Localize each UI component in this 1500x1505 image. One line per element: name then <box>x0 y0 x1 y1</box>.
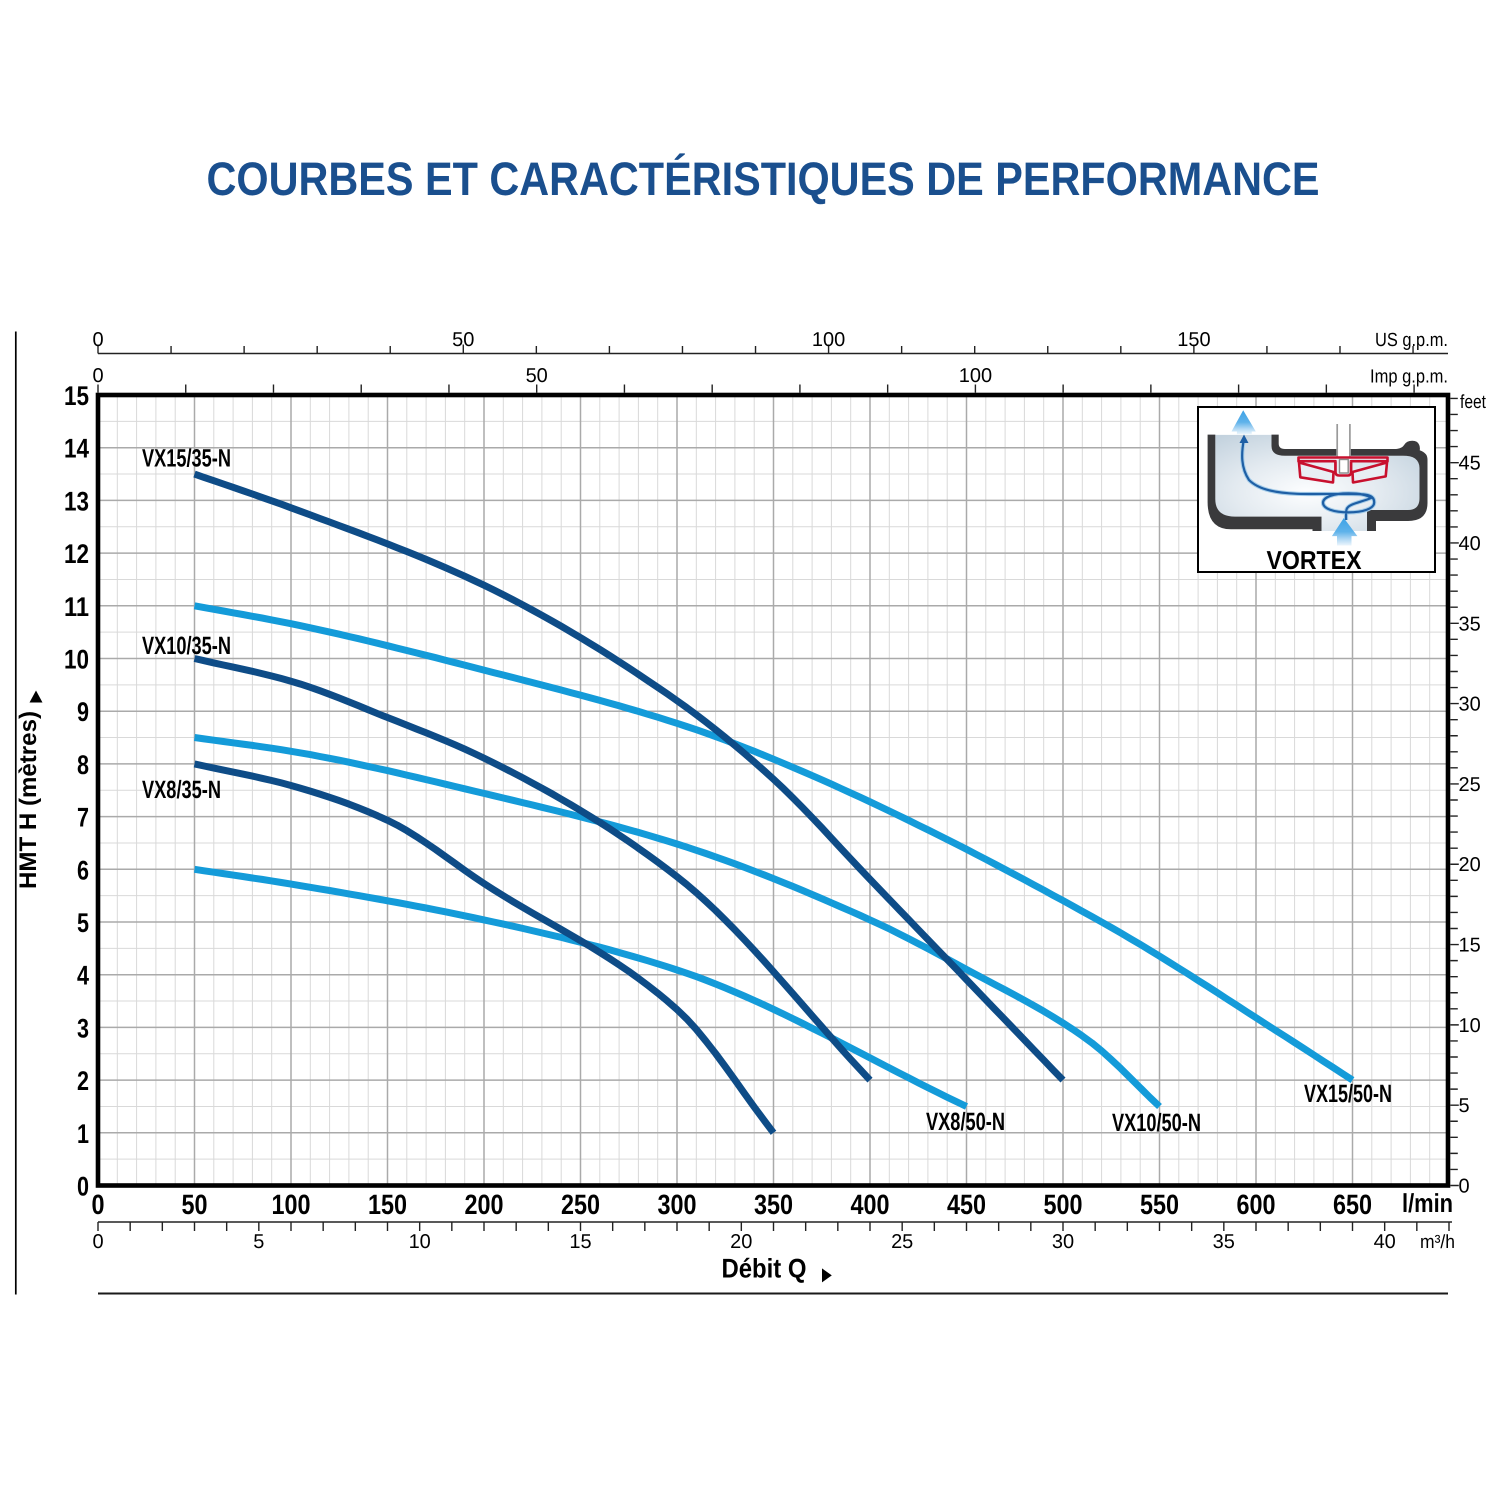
svg-text:150: 150 <box>1177 329 1210 351</box>
svg-text:50: 50 <box>452 329 474 351</box>
svg-text:7: 7 <box>77 803 89 833</box>
svg-text:VX15/50-N: VX15/50-N <box>1304 1080 1392 1108</box>
svg-text:8: 8 <box>77 750 89 780</box>
svg-text:10: 10 <box>64 645 89 675</box>
svg-text:50: 50 <box>526 365 548 387</box>
svg-text:13: 13 <box>64 486 89 516</box>
svg-text:300: 300 <box>658 1189 697 1220</box>
svg-text:VX8/35-N: VX8/35-N <box>142 776 221 804</box>
svg-text:150: 150 <box>368 1189 407 1220</box>
svg-text:450: 450 <box>947 1189 986 1220</box>
svg-text:9: 9 <box>77 697 89 727</box>
svg-text:15: 15 <box>569 1231 591 1253</box>
svg-text:5: 5 <box>77 908 89 938</box>
svg-text:350: 350 <box>754 1189 793 1220</box>
svg-text:35: 35 <box>1213 1231 1235 1253</box>
svg-text:35: 35 <box>1459 613 1481 635</box>
svg-text:10: 10 <box>409 1231 431 1253</box>
svg-text:2: 2 <box>77 1066 89 1096</box>
svg-text:4: 4 <box>77 961 89 991</box>
svg-text:VX8/50-N: VX8/50-N <box>926 1108 1005 1136</box>
svg-text:m³/h: m³/h <box>1420 1232 1455 1253</box>
svg-text:500: 500 <box>1044 1189 1083 1220</box>
svg-text:Débit Q: Débit Q <box>722 1254 807 1284</box>
svg-text:30: 30 <box>1052 1231 1074 1253</box>
svg-text:1: 1 <box>77 1119 89 1149</box>
svg-text:Imp g.p.m.: Imp g.p.m. <box>1370 367 1448 388</box>
svg-text:12: 12 <box>64 539 89 569</box>
svg-text:30: 30 <box>1459 694 1481 716</box>
svg-text:US g.p.m.: US g.p.m. <box>1375 330 1448 351</box>
svg-text:VORTEX: VORTEX <box>1267 545 1363 575</box>
svg-text:3: 3 <box>77 1013 89 1043</box>
svg-text:50: 50 <box>182 1189 208 1220</box>
svg-text:100: 100 <box>959 365 992 387</box>
svg-text:650: 650 <box>1333 1189 1372 1220</box>
svg-text:0: 0 <box>92 1231 103 1253</box>
svg-text:0: 0 <box>77 1172 89 1202</box>
svg-text:100: 100 <box>812 329 845 351</box>
svg-text:11: 11 <box>64 592 89 622</box>
svg-text:HMT H (mètres): HMT H (mètres) <box>15 711 42 889</box>
svg-text:6: 6 <box>77 855 89 885</box>
svg-text:25: 25 <box>891 1231 913 1253</box>
svg-text:l/min: l/min <box>1402 1188 1453 1218</box>
svg-text:40: 40 <box>1374 1231 1396 1253</box>
svg-text:20: 20 <box>730 1231 752 1253</box>
svg-text:COURBES ET CARACTÉRISTIQUES DE: COURBES ET CARACTÉRISTIQUES DE PERFORMAN… <box>207 152 1320 205</box>
svg-text:5: 5 <box>1459 1095 1470 1117</box>
svg-text:15: 15 <box>1459 935 1481 957</box>
svg-text:5: 5 <box>253 1231 264 1253</box>
svg-text:10: 10 <box>1459 1015 1481 1037</box>
svg-text:VX10/35-N: VX10/35-N <box>142 632 231 660</box>
svg-text:25: 25 <box>1459 774 1481 796</box>
svg-text:400: 400 <box>851 1189 890 1220</box>
svg-text:250: 250 <box>561 1189 600 1220</box>
svg-text:0: 0 <box>92 1189 105 1220</box>
svg-text:VX10/50-N: VX10/50-N <box>1112 1109 1201 1137</box>
svg-text:550: 550 <box>1140 1189 1179 1220</box>
svg-text:100: 100 <box>272 1189 311 1220</box>
svg-text:45: 45 <box>1459 453 1481 475</box>
svg-text:20: 20 <box>1459 854 1481 876</box>
svg-text:15: 15 <box>64 381 89 411</box>
svg-text:14: 14 <box>64 434 89 464</box>
svg-text:0: 0 <box>92 365 103 387</box>
svg-text:200: 200 <box>465 1189 504 1220</box>
svg-text:0: 0 <box>92 329 103 351</box>
svg-text:feet: feet <box>1460 392 1487 413</box>
svg-text:40: 40 <box>1459 533 1481 555</box>
svg-text:0: 0 <box>1459 1176 1470 1198</box>
svg-text:VX15/35-N: VX15/35-N <box>142 445 231 473</box>
svg-text:600: 600 <box>1237 1189 1276 1220</box>
